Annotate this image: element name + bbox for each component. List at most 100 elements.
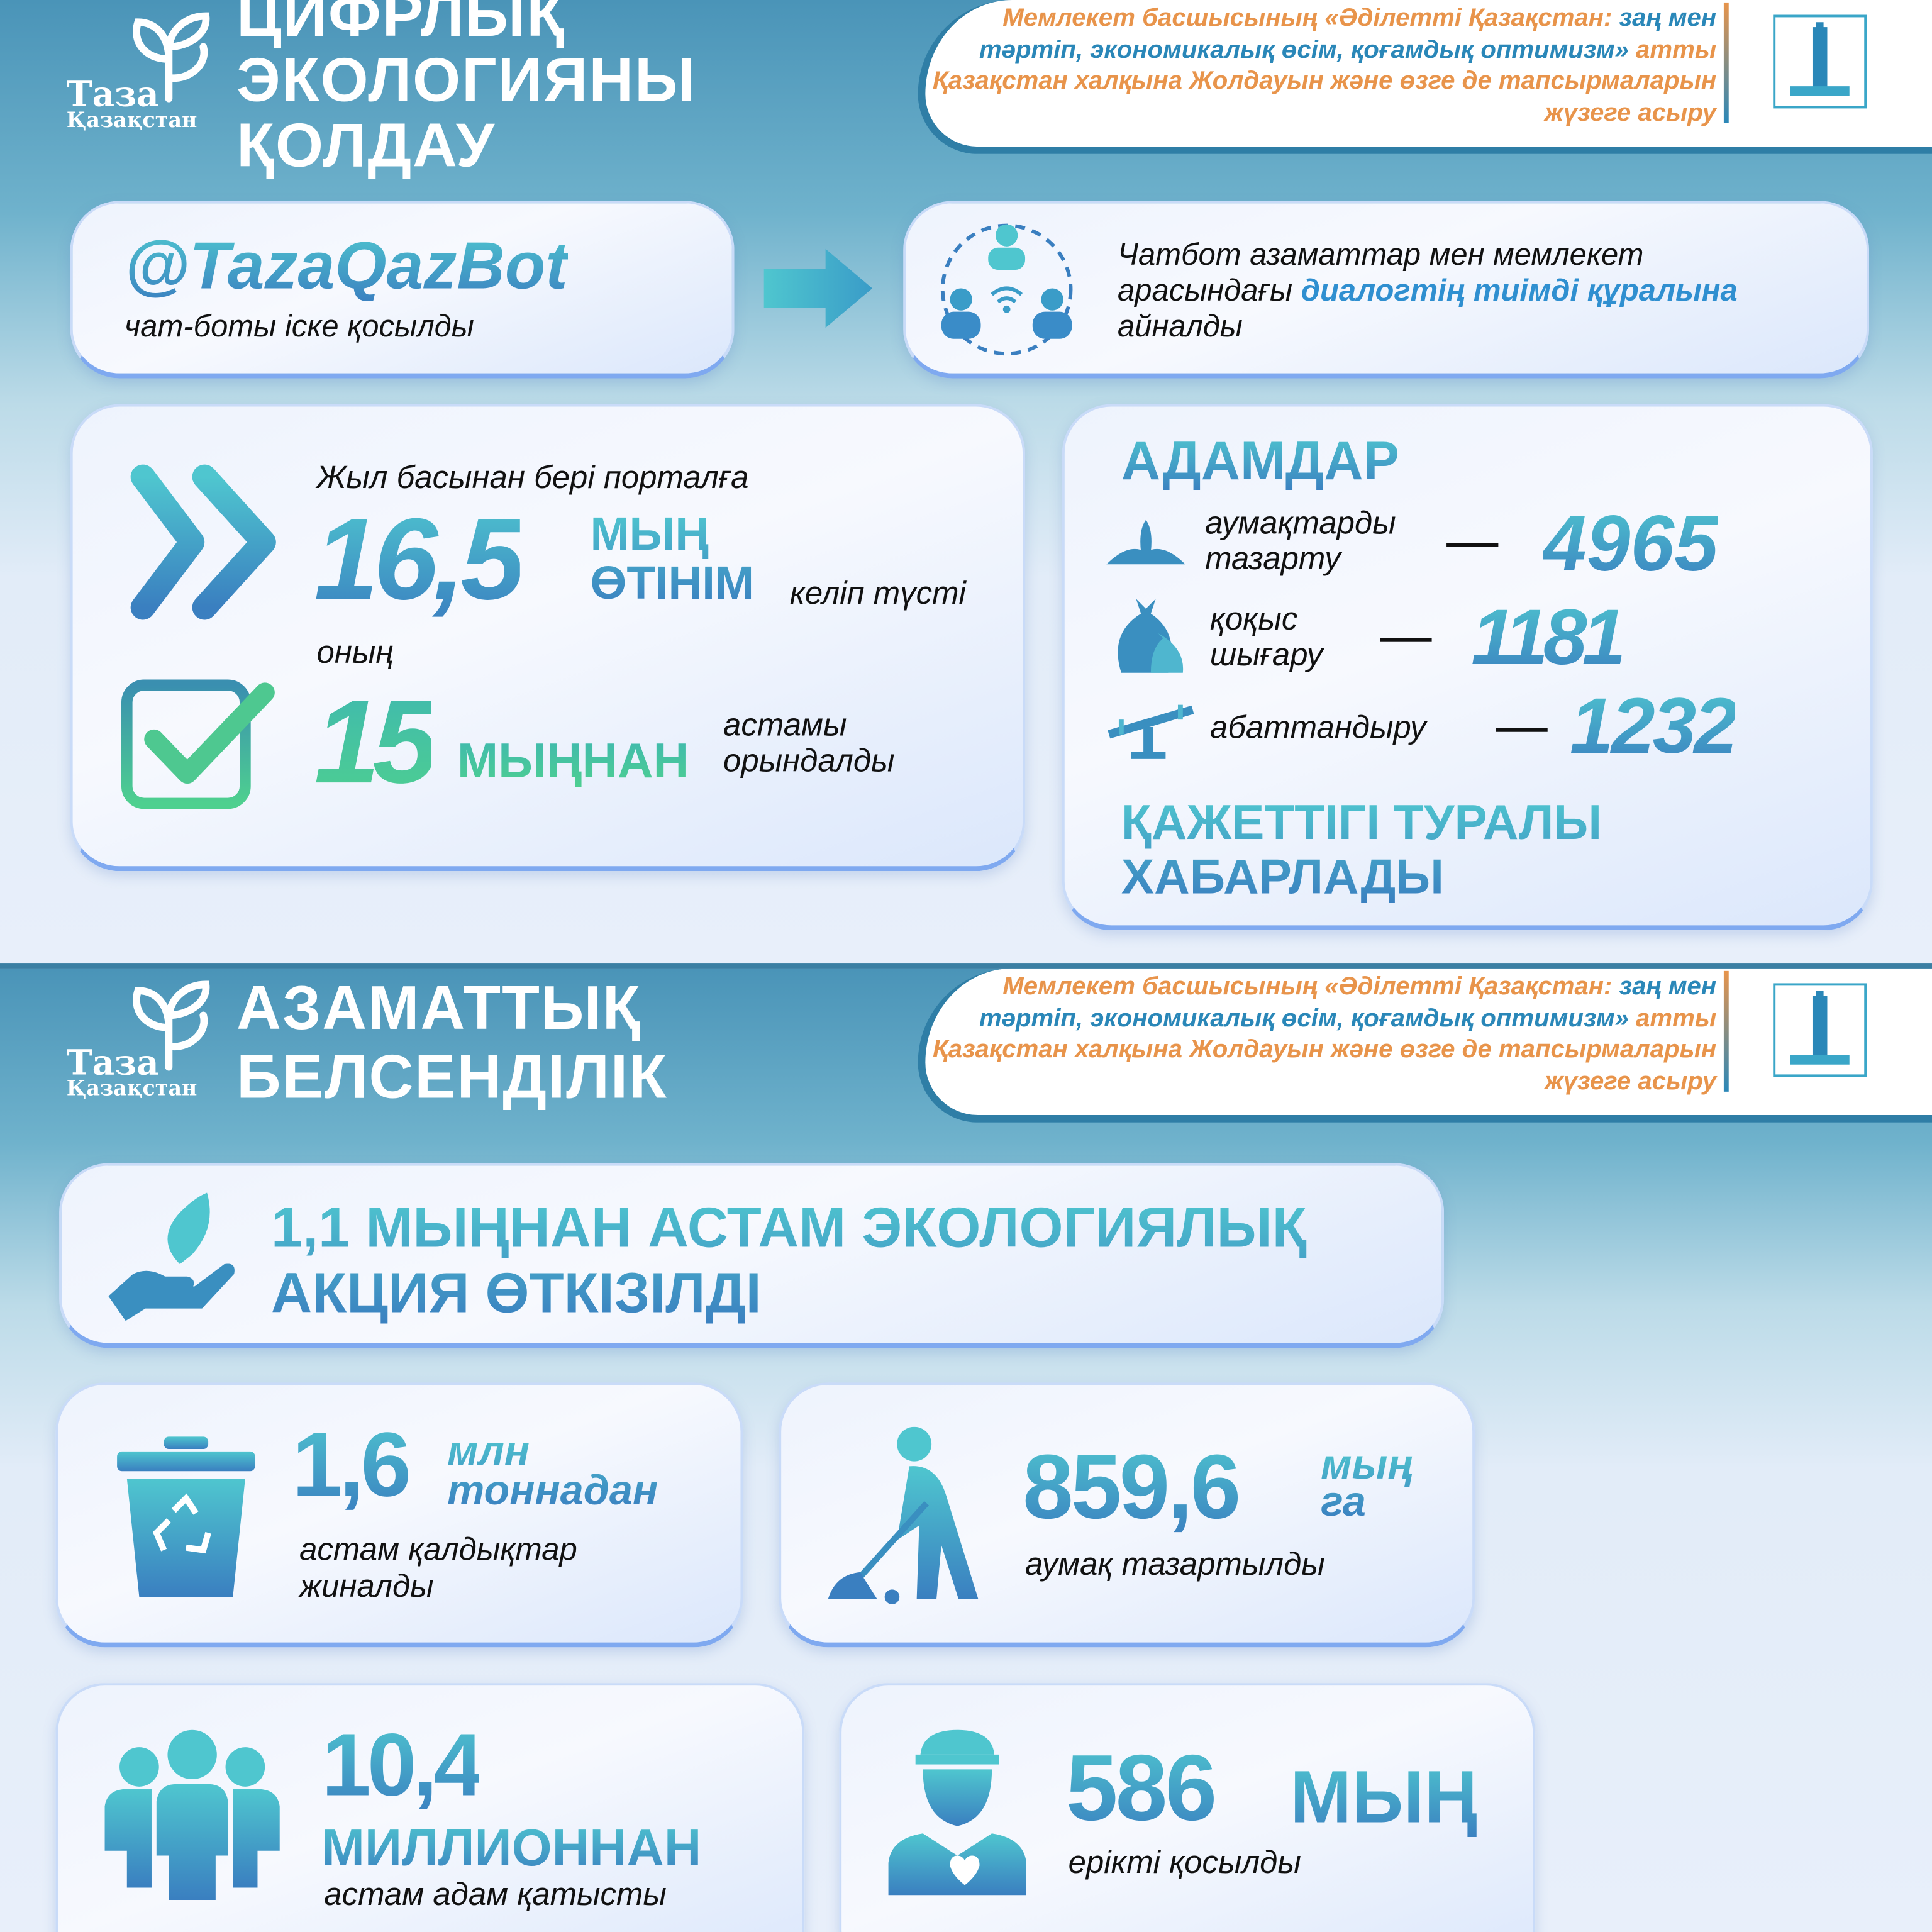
area-unit: мың га [1321,1446,1413,1521]
footer-line: ҚАЖЕТТІГІ ТУРАЛЫ [1121,796,1602,850]
people-heading: АДАМДАР [1121,431,1399,492]
portal-of-which: оның [316,633,394,670]
dash [1446,543,1499,547]
done-text-line: орындалды [723,741,895,779]
address-banner: Мемлекет басшысының «Әділетті Қазақстан:… [918,968,1932,1123]
label-line: аумақтарды [1205,504,1396,541]
people-footer: ҚАЖЕТТІГІ ТУРАЛЫ ХАБАРЛАДЫ [1121,796,1602,904]
sprout-icon [133,980,210,1071]
area-text: аумақ тазартылды [1025,1545,1325,1582]
arrow-right-icon [763,248,873,328]
garbage-bags-icon [1118,599,1184,673]
area-number: 859,6 [1023,1435,1241,1538]
unit-line: га [1321,1479,1366,1526]
taza-qazaqstan-logo: Таза Қазақстан [64,10,218,133]
unit-line: ӨТІНІМ [590,558,754,610]
volunteers-card: 586 МЫҢ ерікті қосылды [839,1683,1536,1932]
government-building-icon [1773,14,1867,109]
dash [1496,728,1548,732]
page-title: АЗАМАТТЫҚ БЕЛСЕНДІЛІК [236,974,668,1111]
banner-text-orange: Мемлекет басшысының «Әділетті Қазақстан: [1002,972,1613,1001]
chatbot-text-part: айналды [1117,309,1243,344]
chatbot-highlight: диалогтің тиімді құралына [1301,273,1738,308]
chatbot-text-part: Чатбот азаматтар мен мемлекет арасындағы [1117,238,1644,308]
people-item-value: 1232 [1570,681,1738,770]
done-text-line: астамы [723,706,847,743]
logo-subtext: Қазақстан [66,1077,197,1102]
actions-text: 1,1 МЫҢНАН АСТАМ ЭКОЛОГИЯЛЫҚ АКЦИЯ ӨТКІЗІ… [271,1195,1307,1326]
banner-text-blue: заң мен тәртіп, экономикалық өсім, қоғам… [979,3,1717,64]
volunteer-icon [888,1729,1027,1896]
text-line: астам қалдықтар [299,1530,577,1568]
recycle-bin-icon [117,1436,255,1597]
done-text: астамы орындалды [723,706,895,779]
waste-number: 1,6 [292,1413,411,1516]
sprout-icon [133,12,210,103]
people-item-label: абаттандыру [1209,708,1426,746]
participants-number: 10,4 [321,1716,483,1815]
portal-number: 16,5 [314,493,525,626]
banner-text-orange: Мемлекет басшысының «Әділетті Қазақстан: [1002,3,1613,32]
divider [1723,970,1729,1092]
banner-text-orange: атты Қазақстан халқына Жолдауын және өзг… [933,35,1717,126]
banner-text: Мемлекет басшысының «Әділетті Қазақстан:… [928,3,1716,128]
divider [1723,2,1729,123]
actions-card: 1,1 МЫҢНАН АСТАМ ЭКОЛОГИЯЛЫҚ АКЦИЯ ӨТКІЗІ… [59,1163,1445,1348]
government-building-icon [1773,983,1867,1077]
page-title: ЦИФРЛЫҚ ЭКОЛОГИЯНЫ ҚОЛДАУ [236,0,696,179]
logo-text: Таза [66,1042,159,1084]
banner-text-blue: заң мен тәртіп, экономикалық өсім, қоғам… [979,972,1717,1032]
chatbot-card: Чатбот азаматтар мен мемлекет арасындағы… [903,201,1870,379]
portal-intro: Жыл басынан бері порталға [316,458,749,496]
bot-card: @TazaQazBot чат-боты іске қосылды [70,201,735,379]
actions-line: 1,1 МЫҢНАН АСТАМ ЭКОЛОГИЯЛЫҚ [271,1195,1307,1260]
label-line: шығару [1209,635,1323,673]
people-network-icon [940,223,1073,356]
title-line: ЭКОЛОГИЯНЫ [236,45,696,115]
participants-card: 10,4 МИЛЛИОННАН астам адам қатысты [55,1683,805,1932]
people-item-label: аумақтарды тазарту [1205,504,1396,577]
portal-card: Жыл басынан бері порталға 16,5 МЫҢ ӨТІНІМ… [70,404,1026,872]
done-unit: МЫҢНАН [457,734,689,789]
people-item-value: 4965 [1542,499,1718,588]
volunteers-unit: МЫҢ [1290,1755,1478,1839]
label-line: қоқыс [1209,600,1298,637]
broom-cleaning-icon [1106,519,1185,565]
participants-text: астам адам қатысты [324,1875,667,1913]
banner-text: Мемлекет басшысының «Әділетті Қазақстан:… [928,971,1716,1097]
double-chevron-icon [130,464,276,620]
portal-unit: МЫҢ ӨТІНІМ [590,510,754,609]
unit-line: млн [447,1428,530,1475]
unit-line: тоннадан [447,1467,658,1514]
title-line: АЗАМАТТЫҚ [236,973,641,1043]
portal-suffix: келіп түсті [789,574,966,611]
actions-line: АКЦИЯ ӨТКІЗІЛДІ [271,1260,762,1325]
section-digital-ecology: Таза Қазақстан ЦИФРЛЫҚ ЭКОЛОГИЯНЫ ҚОЛДАУ… [0,0,1932,964]
checkbox-checked-icon [121,679,275,809]
title-line: ЦИФРЛЫҚ [236,0,566,50]
bot-caption: чат-боты іске қосылды [124,309,474,344]
section-civic-activity: Таза Қазақстан АЗАМАТТЫҚ БЕЛСЕНДІЛІК Мем… [0,963,1932,1932]
banner-text-orange: атты Қазақстан халқына Жолдауын және өзг… [933,1003,1717,1095]
participants-unit: МИЛЛИОННАН [321,1818,702,1877]
group-people-icon [104,1729,280,1901]
seesaw-icon [1108,704,1194,759]
people-item-value: 1181 [1471,592,1626,682]
people-item-label: қоқыс шығару [1210,601,1323,673]
title-line: БЕЛСЕНДІЛІК [236,1042,668,1112]
waste-unit: млн тоннадан [447,1432,658,1511]
street-sweeper-icon [828,1426,979,1604]
waste-card: 1,6 млн тоннадан астам қалдықтар жиналды [55,1382,743,1648]
area-card: 859,6 мың га аумақ тазартылды [779,1382,1475,1648]
people-card: АДАМДАР аумақтарды тазарту 4965 қоқыс шыға… [1062,404,1873,931]
hand-leaf-icon [108,1192,235,1321]
waste-text: астам қалдықтар жиналды [299,1530,577,1604]
unit-line: МЫҢ [590,509,709,561]
logo-subtext: Қазақстан [66,108,197,133]
bot-handle[interactable]: @TazaQazBot [124,229,568,303]
label-line: тазарту [1205,540,1341,577]
text-line: жиналды [299,1567,434,1604]
title-line: ҚОЛДАУ [236,111,496,180]
done-number: 15 [314,675,438,811]
footer-line: ХАБАРЛАДЫ [1121,850,1445,905]
